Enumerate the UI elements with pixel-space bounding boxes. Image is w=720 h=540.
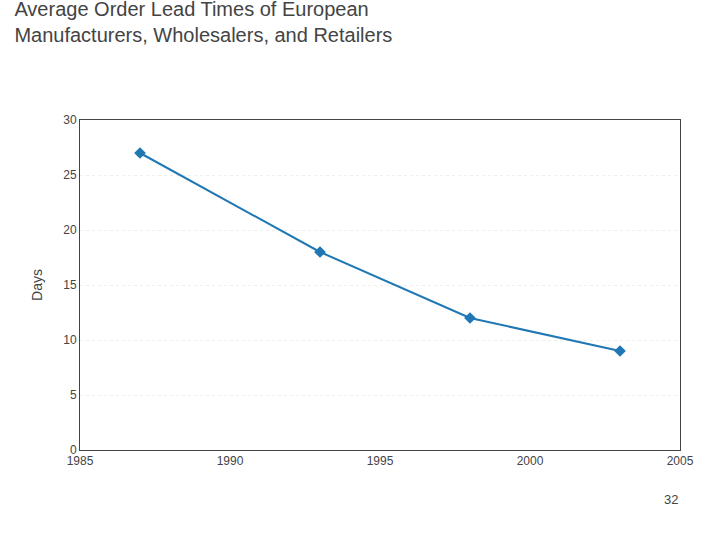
svg-text:20: 20 [63, 223, 77, 237]
svg-text:25: 25 [63, 168, 77, 182]
svg-text:Average Order Lead Times of Eu: Average Order Lead Times of EuropeanManu… [14, 0, 392, 46]
svg-text:2000: 2000 [517, 454, 544, 468]
svg-text:32: 32 [664, 492, 678, 507]
svg-text:10: 10 [63, 333, 77, 347]
svg-text:Days: Days [29, 269, 45, 301]
svg-text:15: 15 [63, 278, 77, 292]
svg-text:2005: 2005 [667, 454, 694, 468]
svg-text:30: 30 [63, 113, 77, 127]
svg-text:1990: 1990 [217, 454, 244, 468]
svg-text:1995: 1995 [367, 454, 394, 468]
svg-text:5: 5 [70, 388, 77, 402]
svg-text:0: 0 [70, 443, 77, 457]
svg-text:1985: 1985 [67, 454, 94, 468]
